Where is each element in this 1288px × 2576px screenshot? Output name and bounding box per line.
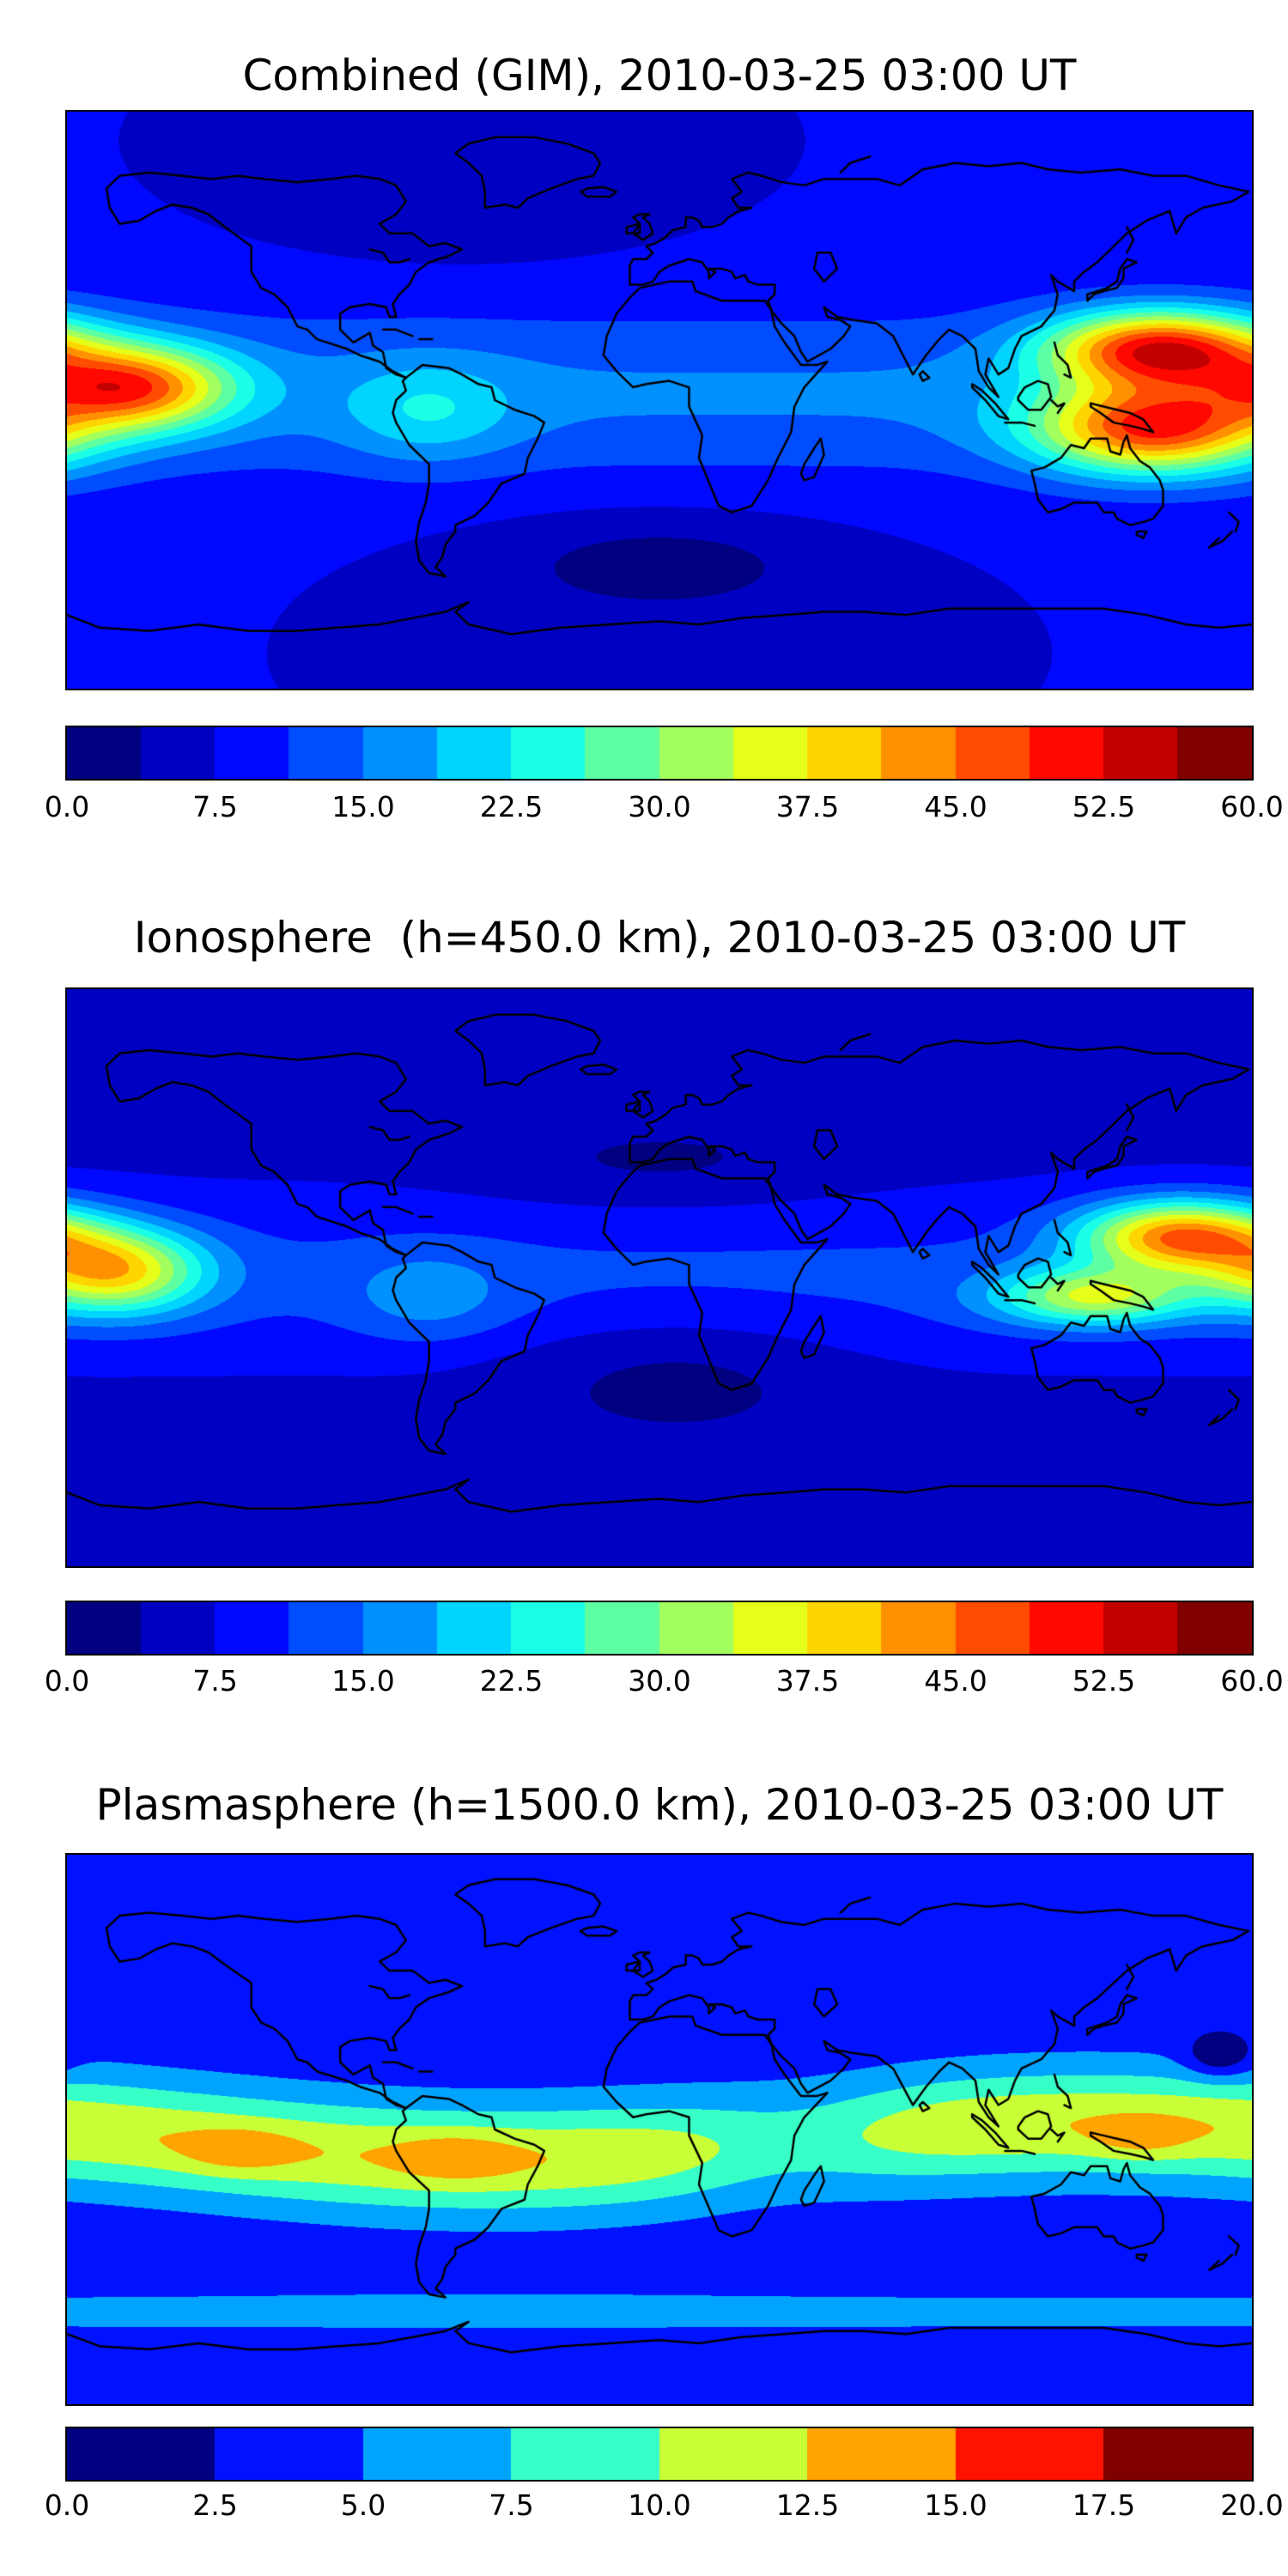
- colorbar-tick-label: 10.0: [628, 2488, 691, 2522]
- colorbar-tick-label: 12.5: [775, 2488, 840, 2522]
- colorbar-tick-label: 15.0: [331, 790, 395, 823]
- colorbar-tick-label: 22.5: [479, 790, 544, 823]
- colorbar-tick-label: 7.5: [489, 2488, 534, 2522]
- panel-title: Ionosphere (h=450.0 km), 2010-03-25 03:0…: [133, 913, 1186, 963]
- colorbar-tick-label: 30.0: [628, 1664, 691, 1698]
- colorbar-tick-labels-ionosphere: 0.0 7.5 15.0 22.5 30.0 37.5 45.0 52.5 60.0: [45, 1664, 1284, 1704]
- colorbar-tick-labels-plasmasphere: 0.0 2.5 5.0 7.5 10.0 12.5 15.0 17.5 20.0: [45, 2488, 1284, 2528]
- colorbar-tick-label: 60.0: [1220, 1664, 1284, 1698]
- panel-title: Combined (GIM), 2010-03-25 03:00 UT: [242, 51, 1077, 100]
- colorbar-canvas-ionosphere: [65, 1601, 1254, 1656]
- colorbar-tick-label: 22.5: [479, 1664, 544, 1698]
- colorbar-tick-label: 0.0: [44, 2488, 90, 2522]
- colorbar-tick-label: 15.0: [331, 1664, 395, 1698]
- colorbar-tick-label: 52.5: [1072, 1664, 1136, 1698]
- colorbar-tick-label: 37.5: [775, 1664, 840, 1698]
- colorbar-tick-label: 2.5: [192, 2488, 238, 2522]
- colorbar-canvas-combined: [65, 726, 1254, 781]
- colorbar-tick-label: 5.0: [340, 2488, 386, 2522]
- map-canvas-plasmasphere: [65, 1853, 1254, 2406]
- colorbar-tick-label: 30.0: [628, 790, 691, 823]
- colorbar-tick-label: 37.5: [775, 790, 840, 823]
- colorbar-tick-label: 0.0: [44, 790, 90, 823]
- map-canvas-combined: [65, 110, 1254, 690]
- colorbar-tick-label: 7.5: [192, 790, 238, 823]
- colorbar-canvas-plasmasphere: [65, 2427, 1254, 2482]
- colorbar-tick-label: 17.5: [1072, 2488, 1136, 2522]
- colorbar-tick-label: 45.0: [924, 1664, 987, 1698]
- map-canvas-ionosphere: [65, 987, 1254, 1568]
- panel-title: Plasmasphere (h=1500.0 km), 2010-03-25 0…: [95, 1780, 1224, 1830]
- colorbar-tick-label: 20.0: [1220, 2488, 1284, 2522]
- colorbar-tick-label: 0.0: [44, 1664, 90, 1698]
- colorbar-tick-label: 52.5: [1072, 790, 1136, 823]
- colorbar-tick-label: 60.0: [1220, 790, 1284, 823]
- colorbar-tick-label: 7.5: [192, 1664, 238, 1698]
- colorbar-tick-label: 15.0: [924, 2488, 987, 2522]
- colorbar-tick-labels-combined: 0.0 7.5 15.0 22.5 30.0 37.5 45.0 52.5 60.0: [45, 790, 1284, 829]
- colorbar-tick-label: 45.0: [924, 790, 987, 823]
